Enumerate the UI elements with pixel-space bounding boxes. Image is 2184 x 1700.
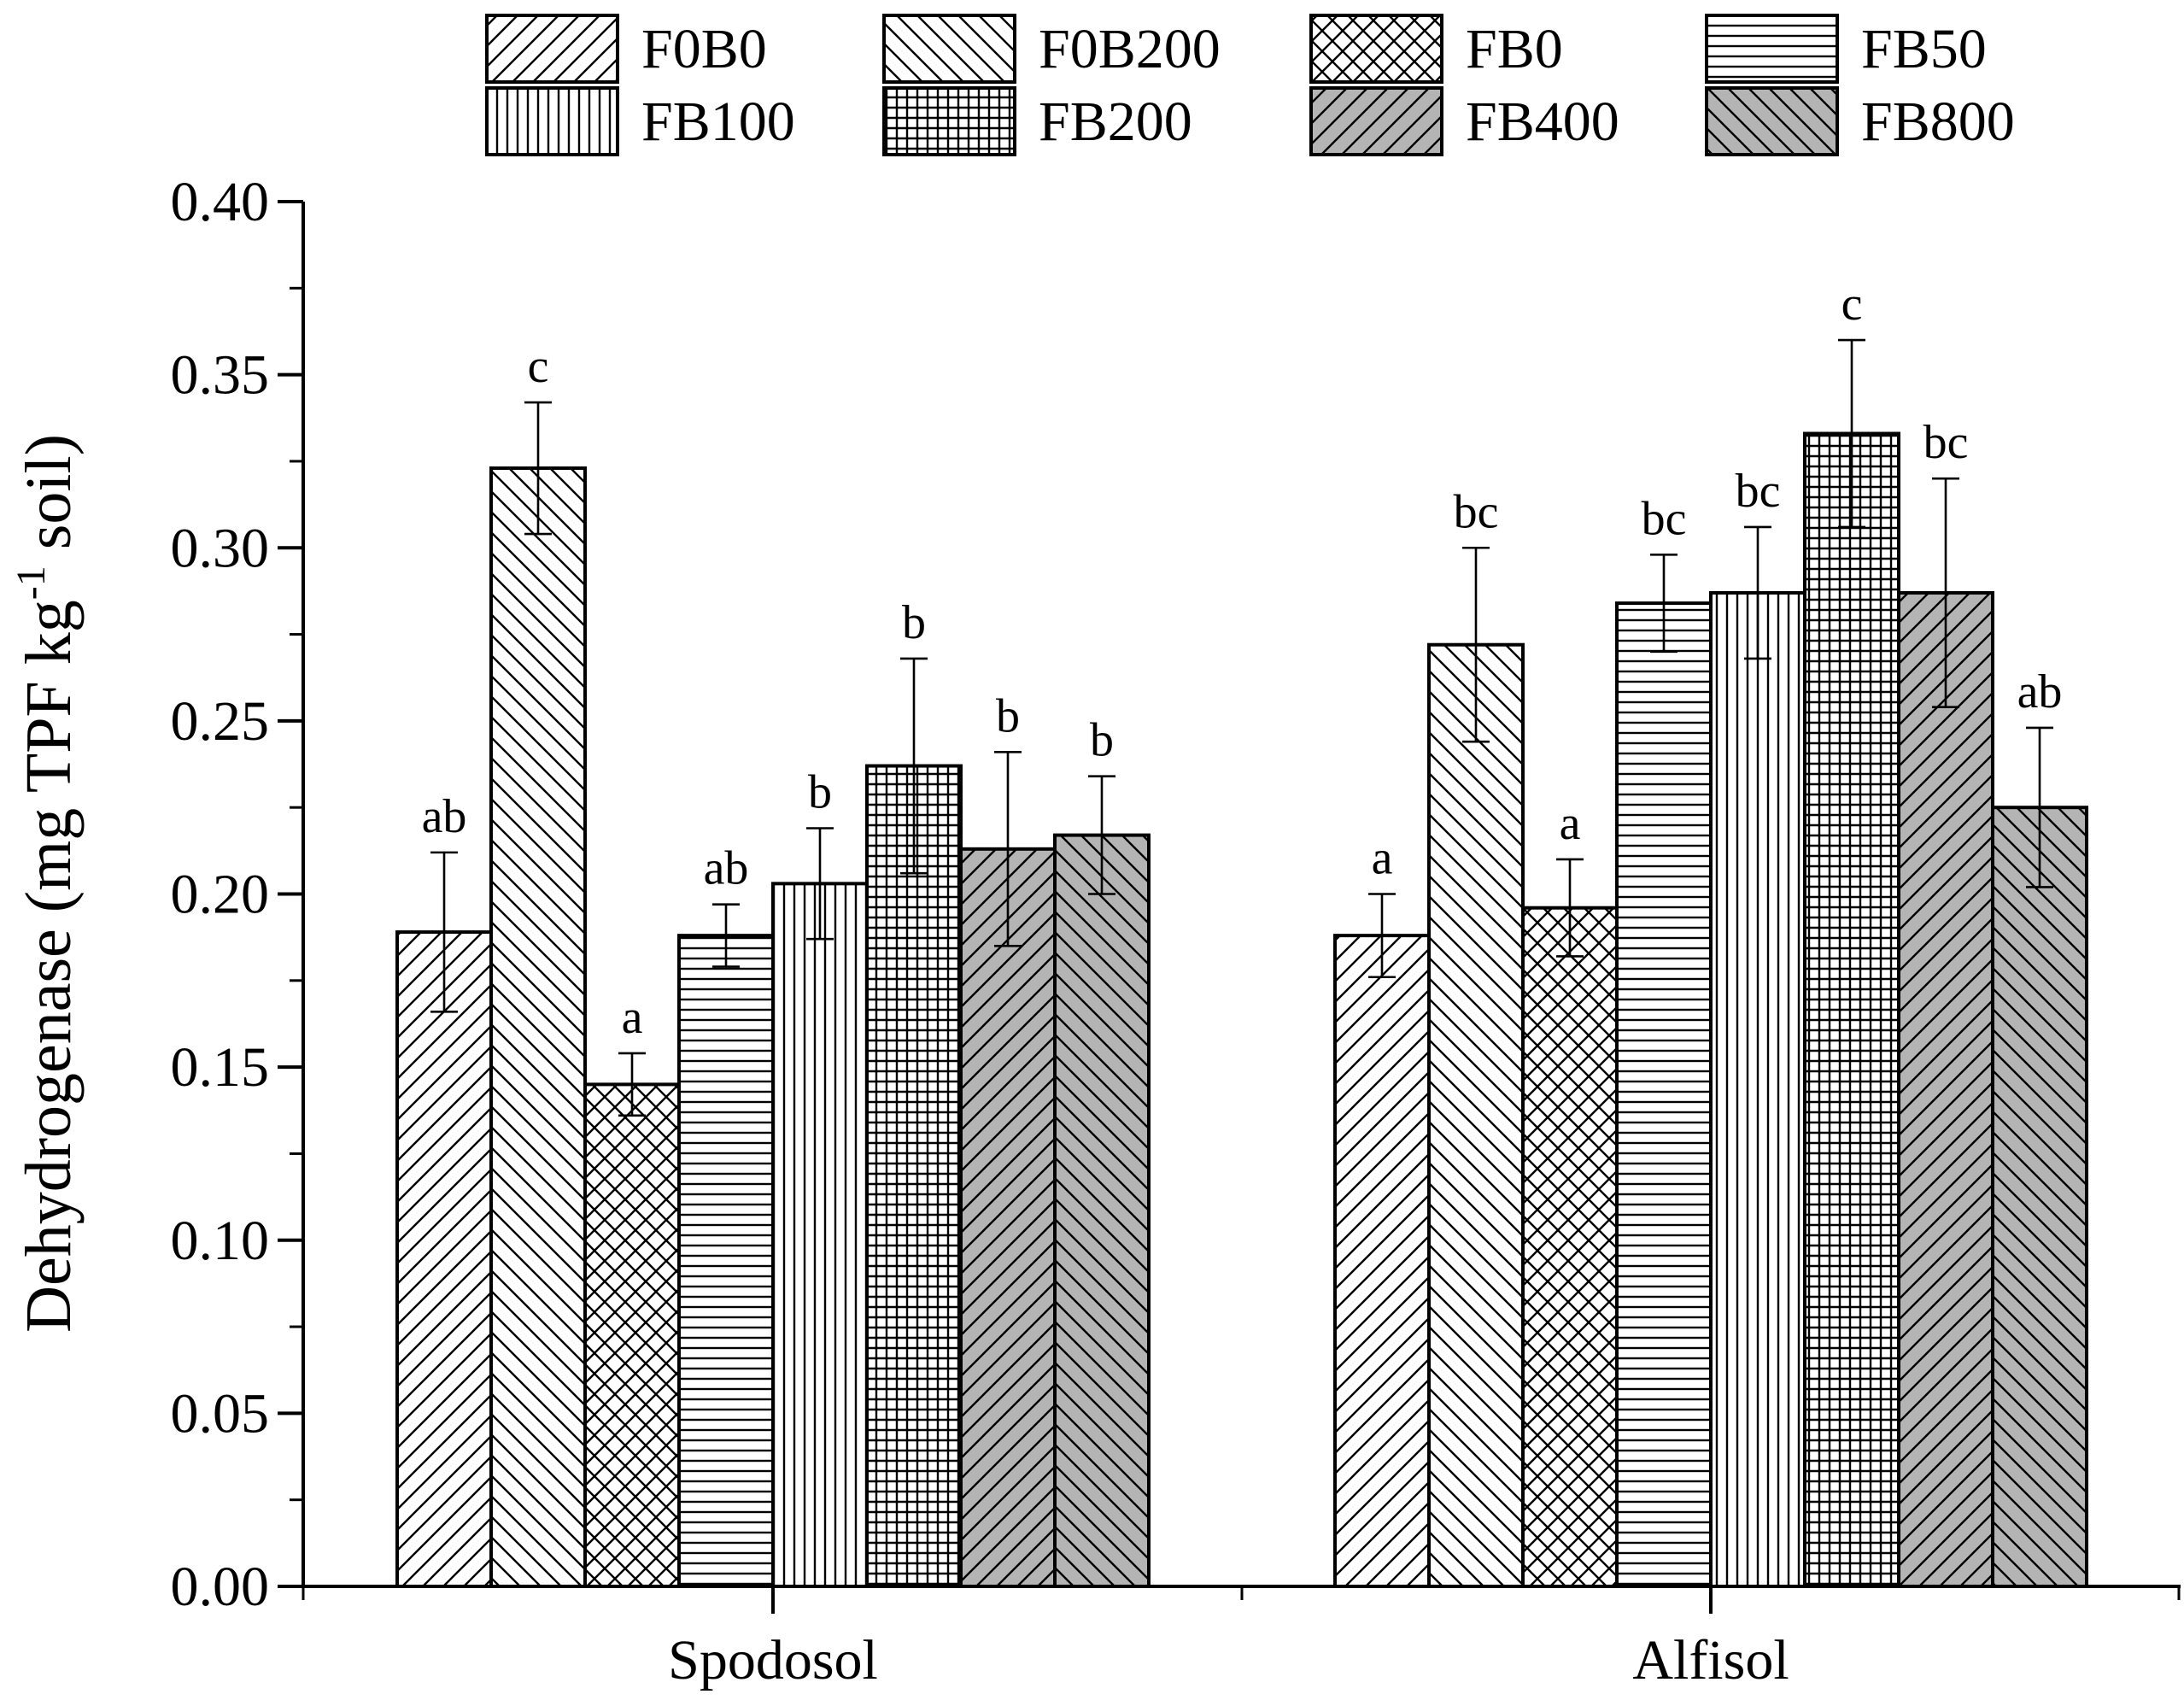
error-bar-fb50-alfisol	[1650, 554, 1678, 654]
significance-letter-fb200-alfisol: c	[1841, 278, 1863, 331]
y-tick-label: 0.25	[171, 690, 270, 753]
bar-fb0-spodosol	[583, 1082, 681, 1588]
y-tick-label: 0.05	[171, 1382, 270, 1445]
error-bar-f0b200-spodosol	[524, 401, 552, 536]
bars	[395, 431, 2088, 1589]
bar-f0b0-alfisol	[1333, 934, 1431, 1588]
significance-letter-fb100-alfisol: bc	[1736, 465, 1781, 518]
significance-letter-fb0-alfisol: a	[1560, 797, 1581, 850]
y-tick-label: 0.40	[171, 171, 270, 233]
legend-label-fb50: FB50	[1861, 18, 1987, 80]
y-tick-label: 0.15	[171, 1036, 270, 1099]
error-bar-fb800-spodosol	[1088, 775, 1115, 895]
significance-letter-f0b200-alfisol: bc	[1454, 485, 1499, 538]
bar-fb400-alfisol	[1897, 590, 1994, 1588]
error-bars	[430, 338, 2053, 1117]
x-category-label-alfisol: Alfisol	[1632, 1629, 1789, 1691]
error-bar-f0b0-spodosol	[430, 851, 458, 1013]
error-bar-fb0-alfisol	[1556, 858, 1584, 958]
error-bar-fb100-alfisol	[1744, 525, 1771, 660]
bar-fb50-alfisol	[1615, 601, 1713, 1589]
legend-label-fb400: FB400	[1466, 91, 1619, 153]
axes: 0.00 0.05 0.10 0.15 0.20 0.25 0.30 0.35 0.40 Spod…	[171, 171, 2181, 1691]
significance-letter-fb400-alfisol: bc	[1923, 416, 1969, 469]
bar-fb100-spodosol	[771, 882, 869, 1588]
bar-f0b0-spodosol	[395, 930, 493, 1588]
significance-letter-fb800-alfisol: ab	[2017, 665, 2063, 718]
legend-label-f0b0: F0B0	[641, 18, 767, 80]
bar-fb800-alfisol	[1991, 806, 2088, 1588]
legend-label-f0b200: F0B200	[1039, 18, 1221, 80]
bar-fb200-alfisol	[1803, 431, 1900, 1589]
legend-swatch-f0b0	[485, 14, 619, 84]
error-bar-fb200-spodosol	[900, 657, 928, 875]
error-bar-fb800-alfisol	[2026, 726, 2053, 888]
legend-swatch-fb100	[485, 86, 619, 156]
error-bar-fb50-spodosol	[712, 903, 740, 968]
legend-swatch-fb50	[1705, 14, 1839, 84]
significance-letter-fb0-spodosol: a	[622, 991, 643, 1044]
bar-fb100-alfisol	[1709, 590, 1806, 1588]
bar-f0b200-alfisol	[1427, 642, 1525, 1588]
legend-label-fb0: FB0	[1466, 18, 1563, 80]
legend-label-fb800: FB800	[1861, 91, 2015, 153]
legend-swatch-fb800	[1705, 86, 1839, 156]
y-axis-title: Dehydrogenase (mg TPF kg-1 soil)	[9, 434, 85, 1333]
y-tick-label: 0.20	[171, 864, 270, 926]
error-bar-fb100-spodosol	[806, 827, 834, 941]
legend: F0B0 F0B200 FB0 FB50 FB100 FB200 FB400 FB800	[485, 14, 2015, 156]
legend-swatch-fb400	[1309, 86, 1443, 156]
significance-letter-f0b0-alfisol: a	[1372, 832, 1393, 885]
legend-swatch-fb200	[882, 86, 1016, 156]
bar-fb800-spodosol	[1053, 833, 1151, 1588]
significance-letter-fb50-alfisol: bc	[1642, 492, 1687, 545]
bar-fb50-spodosol	[677, 934, 775, 1588]
legend-label-fb100: FB100	[641, 91, 795, 153]
significance-letter-fb50-spodosol: ab	[704, 842, 749, 895]
significance-letter-f0b200-spodosol: c	[528, 340, 549, 393]
y-tick-label: 0.00	[171, 1556, 270, 1618]
significance-letter-fb100-spodosol: b	[808, 766, 832, 819]
bar-fb200-spodosol	[865, 764, 963, 1588]
error-bar-fb200-alfisol	[1838, 338, 1865, 529]
significance-letter-fb200-spodosol: b	[902, 596, 926, 649]
y-tick-label: 0.30	[171, 517, 270, 579]
error-bar-fb0-spodosol	[618, 1052, 646, 1117]
y-tick-label: 0.10	[171, 1210, 270, 1272]
x-category-label-spodosol: Spodosol	[668, 1629, 878, 1691]
error-bar-fb400-spodosol	[994, 751, 1022, 947]
legend-swatch-f0b200	[882, 14, 1016, 84]
bar-f0b200-spodosol	[489, 466, 587, 1588]
significance-letter-f0b0-spodosol: ab	[422, 790, 467, 843]
legend-swatch-fb0	[1309, 14, 1443, 84]
error-bar-f0b200-alfisol	[1462, 546, 1490, 743]
y-tick-label: 0.35	[171, 344, 270, 407]
bar-fb400-spodosol	[959, 847, 1057, 1588]
significance-letter-fb400-spodosol: b	[996, 689, 1020, 742]
error-bar-f0b0-alfisol	[1368, 893, 1396, 979]
bar-fb0-alfisol	[1521, 906, 1619, 1588]
legend-label-fb200: FB200	[1039, 91, 1192, 153]
significance-letter-fb800-spodosol: b	[1090, 714, 1114, 767]
error-bar-fb400-alfisol	[1932, 477, 1959, 708]
